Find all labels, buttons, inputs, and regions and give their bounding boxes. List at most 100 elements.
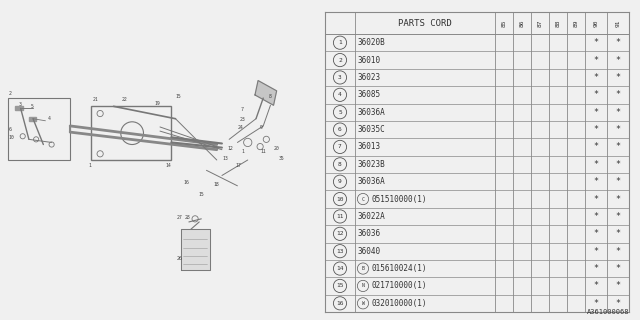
Text: 36040: 36040 <box>358 247 381 256</box>
Text: *: * <box>593 212 598 221</box>
Text: 36085: 36085 <box>358 90 381 99</box>
Text: 88: 88 <box>556 19 561 27</box>
Text: 15: 15 <box>336 284 344 288</box>
Text: 2: 2 <box>8 91 11 96</box>
Text: *: * <box>616 264 621 273</box>
Polygon shape <box>255 81 276 105</box>
Text: 85: 85 <box>502 19 506 27</box>
Text: 36036A: 36036A <box>358 108 386 117</box>
Text: *: * <box>616 177 621 186</box>
Text: 032010000(1): 032010000(1) <box>371 299 426 308</box>
Text: W: W <box>362 301 364 306</box>
Polygon shape <box>15 106 22 110</box>
Text: 20: 20 <box>273 146 279 151</box>
Text: 1: 1 <box>338 40 342 45</box>
Text: 26: 26 <box>177 256 182 261</box>
Bar <box>91 106 172 160</box>
Text: 1: 1 <box>89 163 92 168</box>
Text: 91: 91 <box>616 19 621 27</box>
Text: A361000068: A361000068 <box>586 309 629 315</box>
Text: 22: 22 <box>122 97 127 102</box>
Text: *: * <box>616 108 621 117</box>
Text: 13: 13 <box>222 156 228 161</box>
Text: 15: 15 <box>175 94 181 99</box>
Text: 17: 17 <box>236 163 241 168</box>
Text: 15: 15 <box>198 192 204 197</box>
Text: 36023B: 36023B <box>358 160 386 169</box>
Text: 5: 5 <box>338 110 342 115</box>
Text: 11: 11 <box>260 149 266 154</box>
Text: 10: 10 <box>336 196 344 202</box>
Text: *: * <box>593 56 598 65</box>
Text: 18: 18 <box>214 182 220 187</box>
Text: 89: 89 <box>573 19 579 27</box>
Text: *: * <box>593 125 598 134</box>
Text: 21: 21 <box>93 97 99 102</box>
Text: *: * <box>593 108 598 117</box>
Text: 7: 7 <box>241 108 243 113</box>
Text: 27: 27 <box>177 215 182 220</box>
Text: 23: 23 <box>239 117 245 122</box>
Text: 36010: 36010 <box>358 56 381 65</box>
Text: 86: 86 <box>520 19 525 27</box>
Text: 90: 90 <box>593 19 598 27</box>
Polygon shape <box>180 229 209 270</box>
Text: 36022A: 36022A <box>358 212 386 221</box>
Text: *: * <box>593 281 598 291</box>
Text: 36035C: 36035C <box>358 125 386 134</box>
Text: *: * <box>593 299 598 308</box>
Text: *: * <box>593 264 598 273</box>
Text: *: * <box>616 212 621 221</box>
Text: B: B <box>362 266 364 271</box>
Text: *: * <box>593 177 598 186</box>
Text: 14: 14 <box>165 163 171 168</box>
Text: 021710000(1): 021710000(1) <box>371 281 426 291</box>
Text: 015610024(1): 015610024(1) <box>371 264 426 273</box>
Text: *: * <box>593 142 598 151</box>
Text: 12: 12 <box>336 231 344 236</box>
Text: 28: 28 <box>185 215 191 220</box>
Text: *: * <box>593 160 598 169</box>
Text: 6: 6 <box>338 127 342 132</box>
Polygon shape <box>29 117 36 121</box>
Text: C: C <box>362 196 364 202</box>
Text: *: * <box>616 160 621 169</box>
Text: 36036: 36036 <box>358 229 381 238</box>
Text: 8: 8 <box>338 162 342 167</box>
Text: 36013: 36013 <box>358 142 381 151</box>
Text: *: * <box>616 73 621 82</box>
Text: *: * <box>616 299 621 308</box>
Text: 051510000(1): 051510000(1) <box>371 195 426 204</box>
Text: 7: 7 <box>338 144 342 149</box>
Text: *: * <box>616 195 621 204</box>
Text: 5: 5 <box>31 104 34 109</box>
Text: 24: 24 <box>237 125 243 130</box>
Text: 36020B: 36020B <box>358 38 386 47</box>
Text: 2: 2 <box>338 58 342 63</box>
Text: *: * <box>593 247 598 256</box>
Text: *: * <box>616 247 621 256</box>
Text: 9: 9 <box>338 179 342 184</box>
Text: 1: 1 <box>241 149 244 154</box>
Text: 35: 35 <box>278 156 284 161</box>
Text: *: * <box>616 90 621 99</box>
Text: *: * <box>616 38 621 47</box>
Text: 9: 9 <box>260 125 263 130</box>
Text: 16: 16 <box>336 301 344 306</box>
Text: *: * <box>593 38 598 47</box>
Text: 19: 19 <box>155 101 161 106</box>
Bar <box>8 98 70 160</box>
Text: 12: 12 <box>227 146 233 151</box>
Text: *: * <box>593 90 598 99</box>
Text: *: * <box>593 229 598 238</box>
Text: 16: 16 <box>184 180 189 185</box>
Text: 11: 11 <box>336 214 344 219</box>
Text: *: * <box>616 281 621 291</box>
Text: 13: 13 <box>336 249 344 254</box>
Text: 3: 3 <box>19 102 22 107</box>
Text: *: * <box>616 56 621 65</box>
Text: *: * <box>616 125 621 134</box>
Text: *: * <box>593 195 598 204</box>
Text: 4: 4 <box>47 116 51 121</box>
Text: 10: 10 <box>8 135 14 140</box>
